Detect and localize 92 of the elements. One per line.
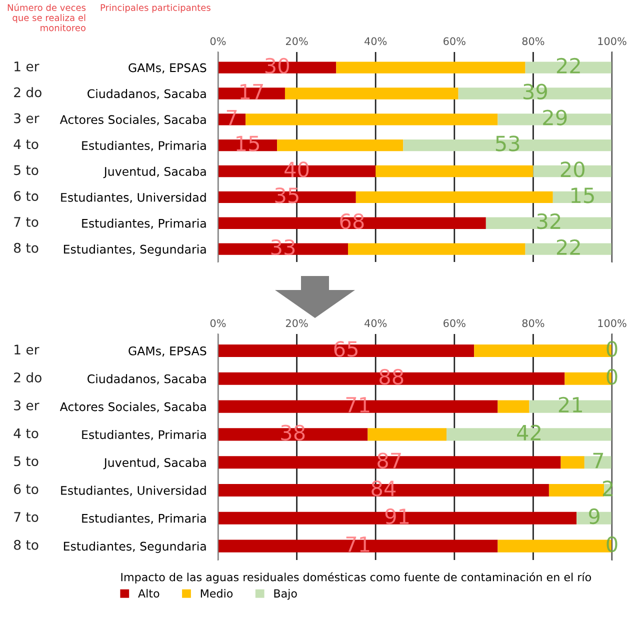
bar [498, 400, 530, 413]
y-tick-label: Estudiantes, Primaria [82, 218, 206, 229]
data-label: 88 [380, 368, 404, 385]
data-label: 30 [265, 58, 289, 74]
x-tick-label: 60% [444, 37, 466, 46]
data-label: 15 [236, 136, 259, 152]
y2-tick-label: 8 to [14, 242, 38, 253]
data-label: 53 [496, 136, 520, 152]
data-label: 21 [558, 396, 582, 412]
y-tick-label: Estudiantes, Primaria [82, 430, 206, 440]
legend-title: Impacto de las aguas residuales domésticas como fuente de contaminación en el río [121, 572, 591, 584]
y-tick-label: Actores Sociales, Sacaba [60, 114, 206, 126]
x-tick-label: 20% [286, 37, 308, 46]
data-label: 22 [556, 58, 580, 74]
data-label: 17 [240, 84, 263, 100]
data-label: 0 [606, 341, 618, 357]
y-tick-label: Actores Sociales, Sacaba [60, 402, 206, 412]
data-label: 87 [378, 452, 401, 468]
y2-tick-label: 1 er [14, 62, 40, 72]
y2-tick-label: 8 to [14, 540, 38, 550]
x-tick-label: 80% [522, 37, 544, 46]
y2-tick-label: 5 to [14, 165, 38, 176]
y2-tick-label: 4 to [14, 428, 38, 438]
bar [376, 165, 534, 178]
y2-tick-label: 6 to [14, 484, 38, 494]
bar [368, 428, 447, 441]
y2-tick-label: 7 to [14, 512, 38, 522]
y2-tick-label: 4 to [14, 139, 38, 150]
bar [348, 243, 526, 255]
data-label: 15 [571, 188, 594, 204]
y-tick-label: Juventud, Sacaba [103, 458, 206, 470]
bar [284, 88, 458, 100]
text: Número de veces que se realiza el monitoreo [8, 4, 86, 32]
y2-tick-label: 1 er [14, 344, 40, 355]
data-label: 0 [606, 536, 618, 552]
text: Principales participantes [100, 4, 210, 13]
legend-label: Bajo [274, 589, 297, 600]
y-tick-label: Estudiantes, Universidad [61, 486, 206, 496]
bar [356, 191, 553, 204]
y2-tick-label: 3 er [14, 113, 40, 124]
y-tick-label: Estudiantes, Primaria [82, 140, 206, 152]
data-label: 42 [517, 424, 540, 440]
data-label: 29 [543, 110, 567, 126]
data-label: 40 [284, 162, 309, 178]
bar [246, 114, 498, 126]
legend-label: Medio [200, 589, 233, 598]
x-tick-label: 100% [598, 37, 626, 46]
y-tick-label: Ciudadanos, Sacaba [88, 374, 206, 384]
legend-label: Alto [138, 589, 160, 598]
y2-tick-label: 5 to [14, 456, 38, 466]
data-label: 84 [372, 480, 396, 496]
data-label: 68 [340, 213, 364, 230]
data-label: 91 [385, 508, 409, 524]
bar [548, 484, 604, 497]
data-label: 32 [537, 213, 560, 230]
y-tick-label: Ciudadanos, Sacaba [88, 88, 206, 100]
data-label: 9 [588, 508, 600, 524]
data-label: 38 [281, 424, 305, 440]
y-tick-label: GAMs, EPSAS [128, 63, 206, 74]
y-tick-label: Estudiantes, Segundaria [64, 244, 206, 256]
data-label: 65 [334, 341, 358, 357]
y2-tick-label: 6 to [14, 191, 38, 202]
x-tick-label: 0% [210, 37, 226, 46]
y2-tick-label: 2 do [14, 87, 42, 98]
x-tick-label: 60% [444, 319, 466, 328]
y-tick-label: Juventud, Sacaba [103, 166, 206, 178]
bar [336, 62, 526, 74]
data-label: 7 [593, 452, 604, 468]
data-label: 39 [524, 84, 547, 100]
data-label: 7 [226, 110, 237, 126]
y2-tick-label: 3 er [14, 400, 40, 410]
y-tick-label: Estudiantes, Universidad [61, 192, 206, 204]
data-label: 0 [606, 368, 618, 385]
data-label: 20 [560, 162, 584, 178]
data-label: 33 [271, 239, 295, 256]
y-tick-label: Estudiantes, Segundaria [64, 542, 206, 553]
y-tick-label: GAMs, EPSAS [128, 346, 206, 357]
x-tick-label: 80% [522, 319, 544, 328]
data-label: 71 [346, 397, 370, 412]
data-label: 22 [556, 239, 580, 255]
y-tick-label: Estudiantes, Primaria [82, 514, 206, 524]
y2-tick-label: 7 to [14, 217, 38, 227]
x-tick-label: 40% [364, 319, 387, 328]
x-tick-label: 100% [598, 319, 626, 328]
data-label: 71 [346, 536, 370, 552]
bar [560, 456, 584, 469]
data-label: 35 [275, 187, 298, 204]
x-tick-label: 20% [286, 319, 308, 328]
x-tick-label: 40% [364, 37, 387, 46]
y2-tick-label: 2 do [14, 372, 42, 382]
bar [277, 140, 404, 152]
x-tick-label: 0% [210, 319, 226, 328]
